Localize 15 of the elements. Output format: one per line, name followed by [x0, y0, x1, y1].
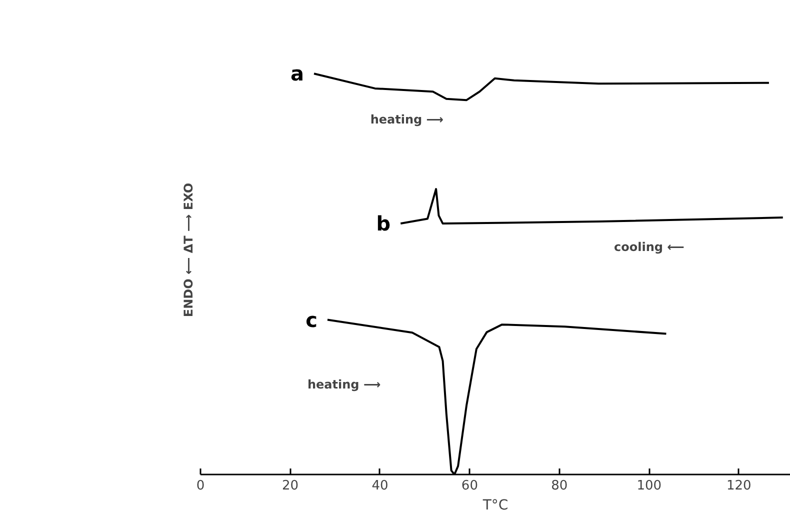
y-axis-title: ENDO ⟵ ΔT ⟶ EXO — [182, 182, 196, 318]
x-tick-label: 40 — [372, 478, 388, 494]
x-tick-label: 0 — [196, 478, 205, 494]
series-label: a — [290, 62, 304, 86]
x-tick-label: 80 — [551, 478, 568, 494]
series-label: c — [306, 308, 318, 332]
x-tick-label: 100 — [636, 478, 662, 494]
annotation: heating ⟶ — [308, 378, 381, 392]
x-axis-title: T°C — [482, 498, 508, 514]
x-tick-label: 20 — [282, 478, 299, 494]
annotation: cooling ⟵ — [614, 240, 684, 254]
x-tick-label: 120 — [726, 478, 752, 494]
x-tick-label: 60 — [461, 478, 478, 494]
series-label: b — [376, 212, 391, 236]
annotation: heating ⟶ — [370, 112, 444, 127]
